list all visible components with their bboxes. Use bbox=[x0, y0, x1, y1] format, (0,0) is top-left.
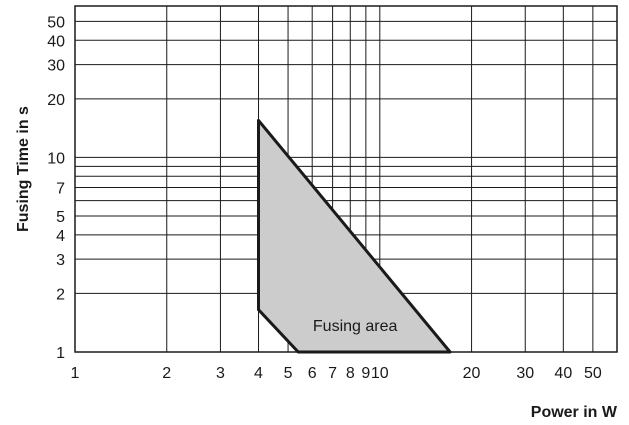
x-tick-label: 9 bbox=[361, 365, 370, 382]
y-tick-labels: 1 2 3 4 5 7 10 20 30 40 50 bbox=[47, 14, 65, 362]
x-tick-label: 1 bbox=[71, 365, 80, 382]
plot-border bbox=[74, 5, 618, 353]
x-tick-label: 30 bbox=[516, 365, 534, 382]
y-tick-label: 20 bbox=[47, 92, 65, 109]
y-tick-label: 30 bbox=[47, 58, 65, 75]
x-tick-label: 8 bbox=[346, 365, 355, 382]
y-tick-label: 3 bbox=[56, 252, 65, 269]
y-tick-label: 2 bbox=[56, 286, 65, 303]
x-axis-title: Power in W bbox=[531, 404, 618, 421]
fusing-area-label: Fusing area bbox=[313, 318, 398, 335]
x-tick-label: 7 bbox=[328, 365, 337, 382]
x-tick-labels: 1 2 3 4 5 6 7 8 9 10 20 30 40 50 bbox=[71, 365, 602, 382]
plot-frame bbox=[74, 5, 618, 353]
annotations: Fusing area bbox=[313, 318, 398, 335]
y-tick-label: 1 bbox=[56, 345, 65, 362]
y-axis-title: Fusing Time in s bbox=[15, 106, 32, 232]
y-tick-label: 7 bbox=[56, 181, 65, 198]
y-tick-label: 50 bbox=[47, 14, 65, 31]
x-tick-label: 50 bbox=[584, 365, 602, 382]
y-tick-label: 10 bbox=[47, 150, 65, 167]
x-tick-label: 40 bbox=[554, 365, 572, 382]
x-tick-label: 4 bbox=[254, 365, 263, 382]
y-tick-label: 4 bbox=[56, 228, 65, 245]
x-tick-label: 2 bbox=[162, 365, 171, 382]
x-tick-label: 10 bbox=[371, 365, 389, 382]
x-tick-label: 6 bbox=[308, 365, 317, 382]
x-tick-label: 5 bbox=[284, 365, 293, 382]
y-tick-label: 40 bbox=[47, 33, 65, 50]
x-tick-label: 3 bbox=[216, 365, 225, 382]
y-tick-label: 5 bbox=[56, 209, 65, 226]
x-tick-label: 20 bbox=[463, 365, 481, 382]
